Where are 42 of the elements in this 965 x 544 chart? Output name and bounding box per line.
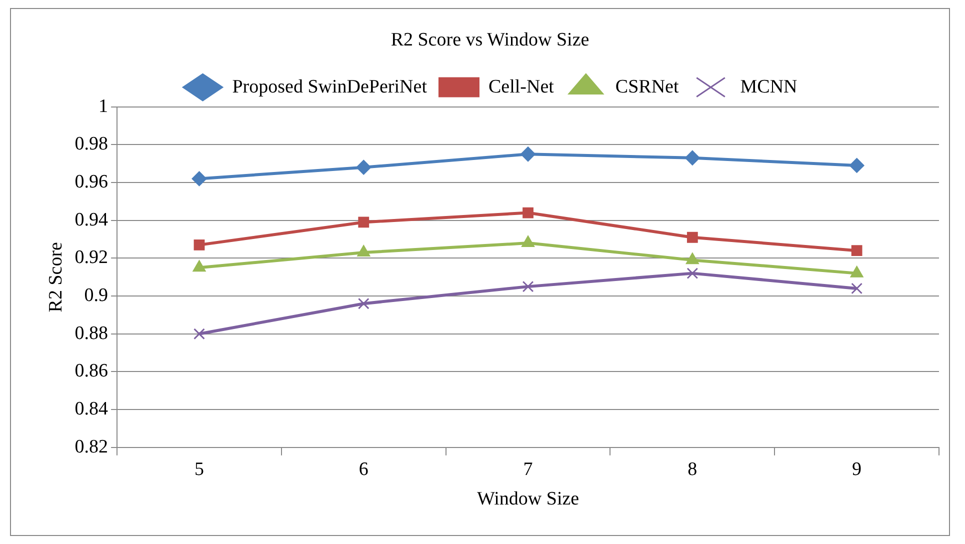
point (194, 328, 205, 340)
legend-label: Cell-Net (488, 76, 555, 98)
x-tick-label: 5 (194, 458, 204, 480)
point (520, 146, 536, 162)
point (686, 252, 699, 264)
chart-title: R2 Score vs Window Size (390, 29, 590, 50)
x-tick-label: 6 (358, 458, 368, 480)
y-tick-label: 0.86 (74, 360, 108, 382)
point (356, 160, 372, 175)
point (358, 298, 370, 310)
x-tick-label: 9 (852, 458, 862, 480)
y-tick-label: 0.9 (84, 285, 108, 306)
point (358, 216, 370, 228)
point (192, 260, 206, 272)
x-tick-label: 8 (688, 458, 698, 480)
point (522, 280, 534, 292)
legend-label: MCNN (740, 76, 798, 98)
point (850, 266, 864, 278)
y-tick-label: 0.84 (74, 398, 109, 420)
y-tick-label: 0.94 (74, 209, 109, 230)
point (522, 207, 534, 218)
y-tick-label: 1 (98, 96, 108, 117)
point (686, 232, 698, 243)
y-tick-label: 0.82 (74, 436, 108, 458)
y-tick-label: 0.92 (74, 247, 108, 268)
y-tick-label: 0.88 (74, 322, 108, 344)
point (521, 236, 535, 248)
point (357, 245, 370, 256)
point (192, 171, 207, 186)
y-tick-label: 0.96 (74, 171, 108, 192)
point (686, 268, 698, 280)
point (851, 245, 862, 256)
x-tick-label: 7 (523, 458, 533, 480)
legend-label: CSRNet (615, 76, 680, 98)
y-axis-title: R2 Score (45, 242, 66, 312)
y-tick-label: 0.98 (74, 134, 108, 155)
point (194, 239, 205, 250)
point (849, 158, 864, 173)
point (684, 150, 700, 166)
x-axis-title: Window Size (476, 488, 580, 510)
legend-label: Proposed SwinDePeriNet (232, 76, 428, 98)
point (851, 282, 863, 294)
